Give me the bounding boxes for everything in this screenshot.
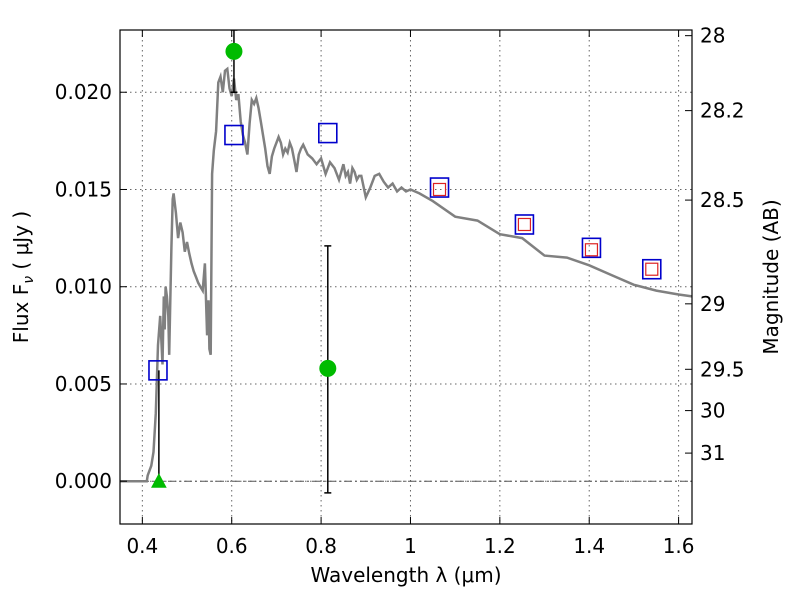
red-square-marker <box>432 182 447 197</box>
x-tick-label: 1.2 <box>484 534 516 558</box>
green-triangle-marker <box>151 473 167 488</box>
y-tick-label: 0.000 <box>55 469 112 493</box>
y-axis-title-subscript: ν <box>21 276 37 284</box>
blue-square-marker <box>317 122 338 144</box>
y-tick-label: 0.015 <box>55 177 112 201</box>
error-bars <box>158 30 332 494</box>
x-tick-marks: 0.4 0.6 0.8 1 1.2 1.4 1.6 <box>126 30 695 558</box>
y-tick-label: 0.010 <box>55 275 112 299</box>
y-axis-title-main: Flux F <box>9 284 33 343</box>
y-axis-title-units: ( μJy ) <box>9 211 33 276</box>
y2-tick-label: 31 <box>700 441 725 465</box>
grid <box>120 30 692 524</box>
markers <box>148 42 662 488</box>
y2-tick-label: 29.5 <box>700 357 745 381</box>
y2-tick-label: 28.2 <box>700 99 745 123</box>
blue-square-marker <box>581 237 602 259</box>
x-tick-label: 1.4 <box>573 534 605 558</box>
y2-axis-title: Magnitude (AB) <box>759 199 783 354</box>
blue-square-marker <box>514 214 535 235</box>
y-tick-marks: 0.000 0.005 0.010 0.015 0.020 <box>55 80 127 493</box>
x-axis-title: Wavelength λ (μm) <box>310 563 501 587</box>
y-tick-label: 0.020 <box>55 80 112 104</box>
y2-tick-marks: 28 28.2 28.5 29 29.5 30 31 <box>685 24 745 465</box>
x-tick-label: 1 <box>404 534 417 558</box>
y2-tick-label: 29 <box>700 292 725 316</box>
plot-frame <box>119 29 693 525</box>
x-tick-label: 0.4 <box>126 534 158 558</box>
y2-tick-label: 28.5 <box>700 188 745 212</box>
x-tick-label: 0.8 <box>305 534 337 558</box>
blue-square-marker <box>224 124 244 146</box>
y2-tick-label: 28 <box>700 24 725 48</box>
green-circle-marker <box>225 42 243 60</box>
red-square-marker <box>517 217 532 232</box>
blue-square-marker <box>148 360 168 381</box>
green-circle-marker <box>319 359 337 377</box>
red-square-marker <box>645 262 659 276</box>
red-square-marker <box>584 243 599 257</box>
y-tick-label: 0.005 <box>55 372 112 396</box>
y2-tick-label: 30 <box>700 399 725 423</box>
blue-square-marker <box>641 258 662 280</box>
x-tick-label: 1.6 <box>663 534 695 558</box>
x-tick-label: 0.6 <box>216 534 248 558</box>
sed-model-curve <box>120 66 693 483</box>
blue-square-marker <box>429 177 450 198</box>
y-axis-title: Flux Fν ( μJy ) <box>9 211 37 343</box>
